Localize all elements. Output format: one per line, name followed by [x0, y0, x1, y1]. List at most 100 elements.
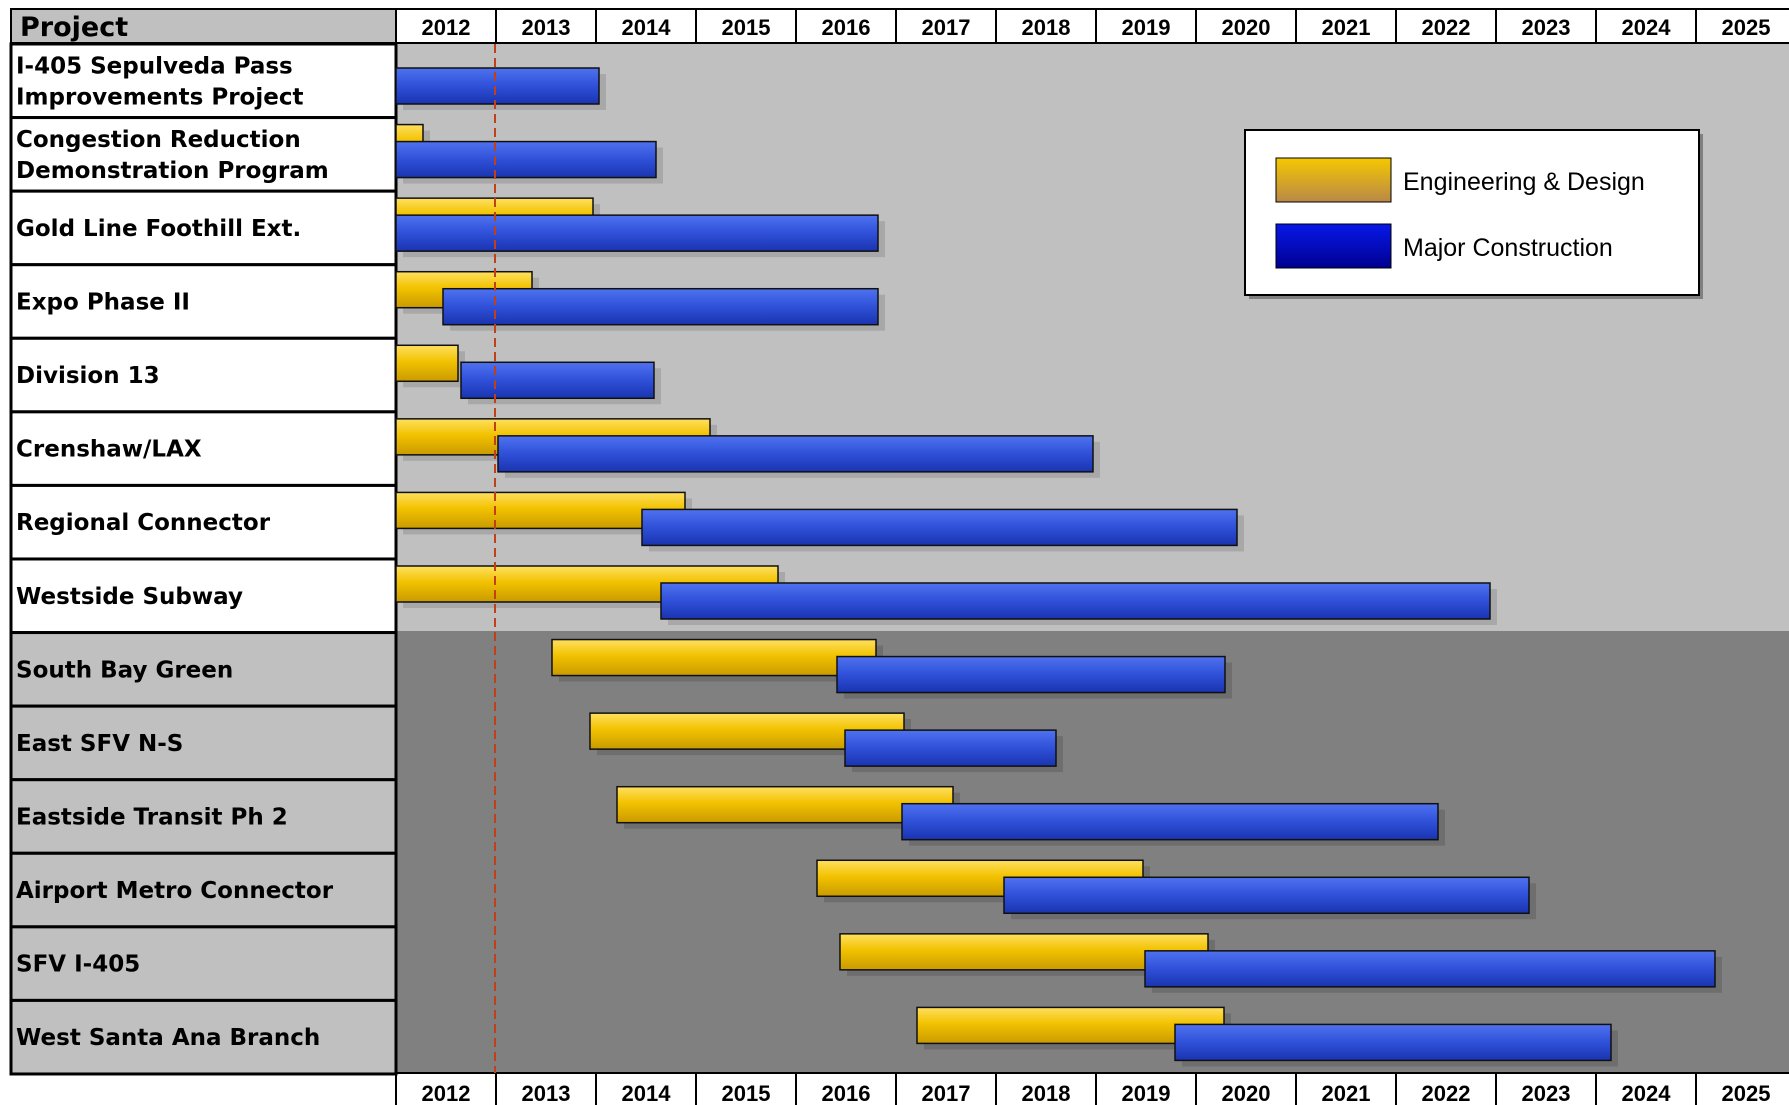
year-cell-top	[1395, 8, 1497, 44]
year-label-bottom: 2016	[822, 1081, 871, 1105]
year-label-top: 2016	[822, 15, 871, 40]
project-label: Gold Line Foothill Ext.	[16, 216, 301, 242]
project-row-cell	[9, 42, 398, 120]
year-label-bottom: 2023	[1522, 1081, 1571, 1105]
year-cell-bottom	[1495, 1072, 1597, 1105]
year-label-top: 2018	[1022, 15, 1071, 40]
year-cell-top	[1695, 8, 1789, 44]
year-cell-top	[1595, 8, 1697, 44]
year-label-bottom: 2013	[522, 1081, 571, 1105]
project-label: South Bay Green	[16, 657, 233, 683]
construction-bar	[901, 802, 1439, 841]
project-label: Improvements Project	[16, 84, 303, 110]
engineering-bar	[395, 344, 459, 383]
project-row-cell	[9, 851, 398, 929]
engineering-bar	[916, 1006, 1225, 1045]
year-cell-bottom	[595, 1072, 697, 1105]
project-row-cell	[9, 483, 398, 561]
legend-label-construction: Major Construction	[1403, 234, 1613, 262]
construction-bar	[395, 140, 657, 179]
project-label: Division 13	[16, 363, 160, 389]
construction-bar	[844, 729, 1057, 767]
construction-bar	[1144, 950, 1716, 988]
plot-background-lower	[396, 631, 1789, 1073]
year-cell-bottom	[795, 1072, 897, 1105]
project-label: Crenshaw/LAX	[16, 437, 202, 463]
year-label-top: 2014	[622, 15, 672, 40]
year-label-bottom: 2014	[622, 1081, 672, 1105]
header-project-label: Project	[20, 12, 128, 43]
legend-box	[1244, 129, 1700, 296]
year-cell-top	[795, 8, 897, 44]
legend-swatch-construction	[1275, 223, 1392, 269]
year-label-top: 2020	[1222, 15, 1271, 40]
year-label-top: 2025	[1722, 15, 1771, 40]
legend: Engineering & Design Major Construction	[1244, 129, 1703, 299]
engineering-bar	[551, 638, 877, 677]
construction-bar	[442, 287, 879, 326]
year-cell-bottom	[1295, 1072, 1397, 1105]
year-label-bottom: 2015	[722, 1081, 771, 1105]
project-label: Congestion Reduction	[16, 127, 301, 153]
year-label-top: 2013	[522, 15, 571, 40]
project-row-cell	[9, 116, 398, 193]
year-label-bottom: 2021	[1322, 1081, 1371, 1105]
year-cell-bottom	[395, 1072, 497, 1105]
year-label-bottom: 2017	[922, 1081, 971, 1105]
year-cell-top	[1295, 8, 1397, 44]
year-label-top: 2023	[1522, 15, 1571, 40]
engineering-bar	[395, 491, 686, 530]
project-label: Westside Subway	[16, 584, 243, 610]
year-label-top: 2019	[1122, 15, 1171, 40]
construction-bar	[395, 214, 879, 252]
construction-bar	[836, 655, 1226, 694]
project-row-cell	[9, 704, 398, 782]
construction-bar	[460, 361, 655, 400]
year-label-top: 2017	[922, 15, 971, 40]
project-label: I-405 Sepulveda Pass	[16, 53, 293, 79]
construction-bar	[660, 582, 1491, 620]
bottom-year-axis: 2012 2013 2014 2015 2016 2017 2018 2019 2020 2021…	[395, 1072, 1789, 1105]
year-label-bottom: 2019	[1122, 1081, 1171, 1105]
year-cell-top	[695, 8, 797, 44]
project-label: Regional Connector	[16, 510, 271, 536]
project-row-cell	[9, 998, 398, 1076]
project-label: Airport Metro Connector	[16, 878, 334, 904]
year-cell-bottom	[1395, 1072, 1497, 1105]
year-label-bottom: 2022	[1422, 1081, 1471, 1105]
year-cell-top	[895, 8, 997, 44]
project-label-column: I-405 Sepulveda Pass Improvements Project…	[9, 42, 398, 1076]
year-cell-bottom	[1595, 1072, 1697, 1105]
year-label-top: 2024	[1622, 15, 1672, 40]
project-label: Eastside Transit Ph 2	[16, 804, 288, 830]
year-cell-top	[1195, 8, 1297, 44]
year-label-bottom: 2020	[1222, 1081, 1271, 1105]
bars-layer	[395, 67, 1722, 1067]
year-cell-bottom	[1695, 1072, 1789, 1105]
year-cell-top	[995, 8, 1097, 44]
construction-bar	[1174, 1023, 1612, 1062]
year-label-top: 2015	[722, 15, 771, 40]
project-row-cell	[9, 778, 398, 855]
year-cell-bottom	[895, 1072, 997, 1105]
project-row-cell	[9, 925, 398, 1002]
year-cell-bottom	[695, 1072, 797, 1105]
project-label: Demonstration Program	[16, 158, 329, 184]
year-label-bottom: 2025	[1722, 1081, 1771, 1105]
year-cell-top	[595, 8, 697, 44]
project-label: Expo Phase II	[16, 289, 190, 315]
construction-bar	[641, 508, 1238, 547]
year-label-bottom: 2018	[1022, 1081, 1071, 1105]
construction-bar	[497, 435, 1094, 473]
project-label: SFV I-405	[16, 952, 140, 978]
legend-label-engineering: Engineering & Design	[1403, 168, 1645, 196]
project-label: West Santa Ana Branch	[16, 1025, 320, 1051]
project-label: East SFV N-S	[16, 731, 183, 757]
year-cell-top	[1095, 8, 1197, 44]
construction-bar	[1003, 876, 1530, 915]
year-label-top: 2021	[1322, 15, 1371, 40]
project-row-cell	[9, 410, 398, 487]
engineering-bar	[616, 785, 954, 824]
legend-swatch-engineering	[1275, 157, 1392, 203]
